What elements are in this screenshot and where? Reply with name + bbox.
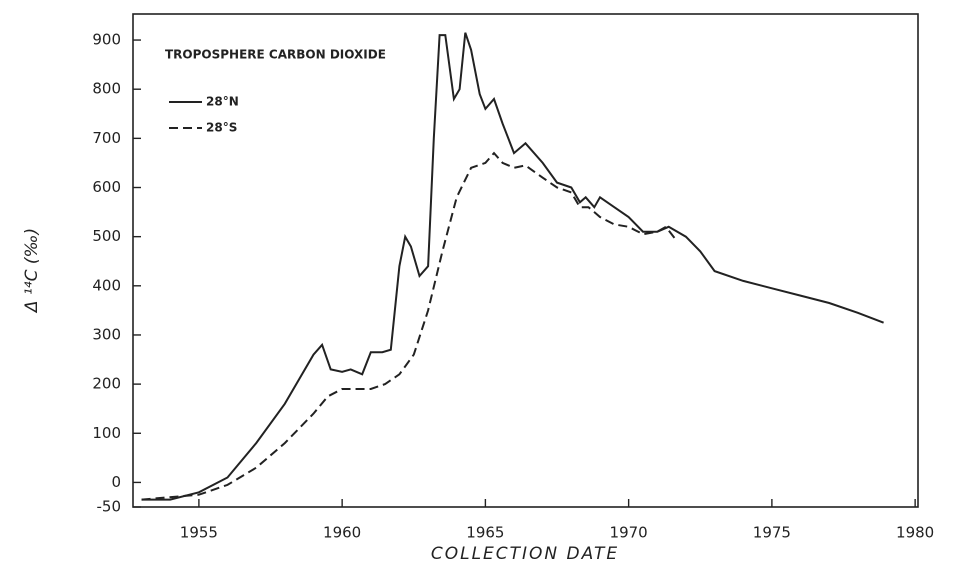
y-tick-label: -50 [97,498,122,516]
plot-frame [132,13,919,508]
x-tick-label: 1965 [466,524,504,542]
y-tick-label: 900 [92,31,121,49]
y-tick-label: 100 [92,424,121,442]
x-tick-label: 1955 [180,524,218,542]
y-tick-label: 600 [92,178,121,196]
x-tick-label: 1975 [753,524,791,542]
y-axis-label: Δ ¹⁴C (‰) [22,228,42,314]
y-tick-label: 300 [92,325,121,343]
series-line [141,151,679,501]
chart-title: TROPOSPHERE CARBON DIOXIDE [165,48,386,62]
x-tick-label: 1970 [610,524,648,542]
y-tick-label: 800 [92,80,121,98]
series-line [141,32,884,501]
legend-label: 28°S [206,121,237,135]
y-tick-label: 400 [92,276,121,294]
y-tick-label: 200 [92,375,121,393]
x-tick-label: 1980 [896,524,934,542]
y-tick-label: 0 [111,473,121,491]
y-tick-label: 700 [92,129,121,147]
y-tick-label: 500 [92,227,121,245]
x-tick-label: 1960 [323,524,361,542]
legend-label: 28°N [206,95,239,109]
x-axis-label: COLLECTION DATE [431,544,619,564]
